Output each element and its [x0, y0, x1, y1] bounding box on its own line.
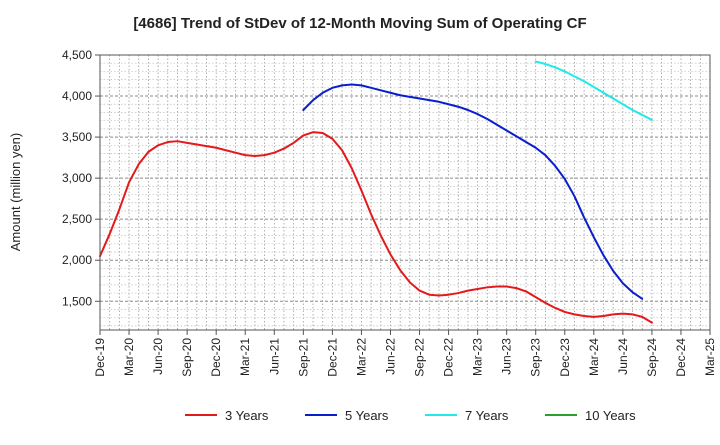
x-tick-label: Mar-25 — [703, 338, 717, 376]
x-tick-label: Mar-20 — [122, 338, 136, 376]
x-tick-label: Mar-22 — [354, 338, 368, 376]
legend-label-3-years: 3 Years — [225, 408, 269, 423]
x-tick-label: Dec-19 — [93, 338, 107, 377]
x-tick-label: Jun-24 — [616, 338, 630, 375]
series-line-3-years — [99, 131, 653, 324]
y-axis-label: Amount (million yen) — [8, 133, 23, 252]
x-tick-label: Sep-23 — [529, 338, 543, 377]
x-tick-label: Sep-21 — [296, 338, 310, 377]
series-line-5-years — [302, 83, 644, 300]
y-tick-label: 2,500 — [62, 212, 92, 226]
x-tick-label: Jun-23 — [500, 338, 514, 375]
x-tick-label: Dec-20 — [209, 338, 223, 377]
plot-frame — [99, 54, 711, 331]
y-tick-label: 3,500 — [62, 130, 92, 144]
x-tick-label: Dec-23 — [558, 338, 572, 377]
x-tick-label: Mar-21 — [238, 338, 252, 376]
x-tick-label: Sep-20 — [180, 338, 194, 377]
x-tick-label: Mar-23 — [471, 338, 485, 376]
legend: 3 Years 5 Years 7 Years 10 Years — [185, 408, 636, 423]
x-tick-label: Jun-21 — [267, 338, 281, 375]
x-tick-label: Mar-24 — [587, 338, 601, 376]
x-tick-label: Jun-20 — [151, 338, 165, 375]
y-tick-label: 3,000 — [62, 171, 92, 185]
series-lines — [99, 60, 653, 324]
series-line-7-years — [534, 60, 653, 121]
axes: 1,500 2,000 2,500 3,000 3,500 4,000 4,500 Dec-1… — [62, 48, 717, 377]
y-tick-label: 4,500 — [62, 48, 92, 62]
legend-label-10-years: 10 Years — [585, 408, 636, 423]
x-tick-label: Jun-22 — [383, 338, 397, 375]
plot-area — [100, 55, 710, 330]
y-tick-label: 1,500 — [62, 294, 92, 308]
x-tick-label: Dec-22 — [442, 338, 456, 377]
x-tick-label: Dec-24 — [674, 338, 688, 377]
x-tick-label: Sep-22 — [413, 338, 427, 377]
grid — [99, 54, 711, 330]
chart-title: [4686] Trend of StDev of 12-Month Moving… — [133, 15, 586, 32]
x-tick-label: Sep-24 — [645, 338, 659, 377]
legend-label-5-years: 5 Years — [345, 408, 389, 423]
legend-label-7-years: 7 Years — [465, 408, 509, 423]
y-tick-label: 2,000 — [62, 253, 92, 267]
y-tick-label: 4,000 — [62, 89, 92, 103]
x-tick-label: Dec-21 — [325, 338, 339, 377]
